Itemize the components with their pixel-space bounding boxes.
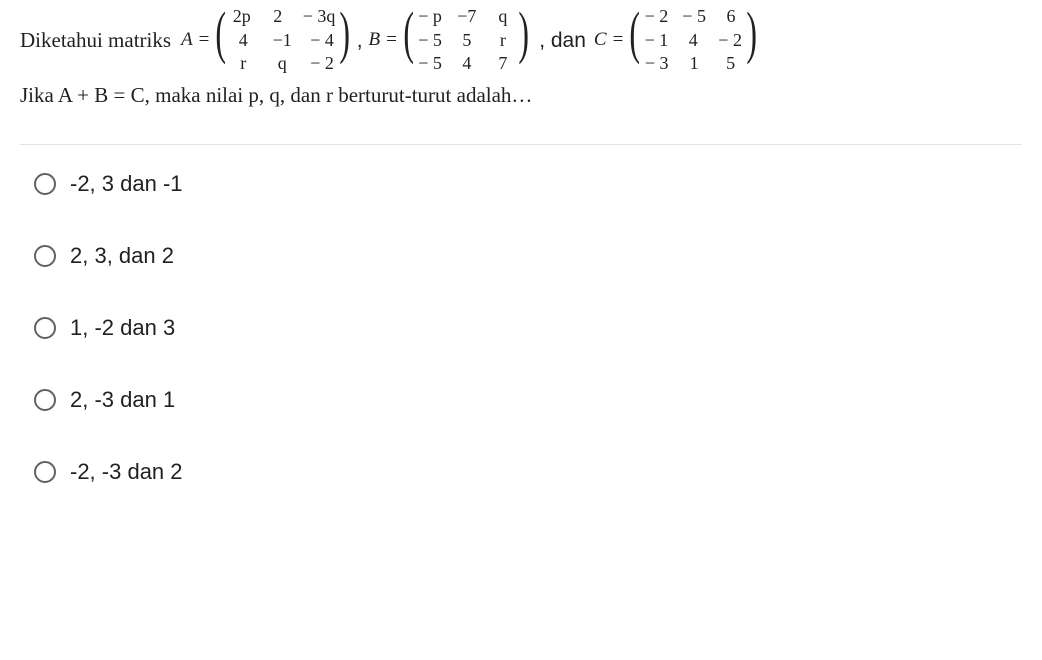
options-list: -2, 3 dan -1 2, 3, dan 2 1, -2 dan 3 2, … (0, 155, 1042, 485)
paren-left-icon: ( (403, 4, 414, 77)
question-area: Diketahui matriks A = ( 2p 2 − 3q 4 −1 −… (0, 0, 1042, 116)
matrix-c-label: C (594, 29, 607, 52)
matrix-b-body: − p −7 q − 5 5 r − 5 4 7 (418, 4, 514, 77)
matrix-a: ( 2p 2 − 3q 4 −1 − 4 r q − 2 (211, 4, 354, 77)
b-0-1: −7 (456, 6, 478, 28)
c-0-2: 6 (720, 6, 742, 28)
a-0-0: 2p (231, 6, 253, 28)
c-1-2: − 2 (718, 30, 742, 52)
b-1-2: r (492, 30, 514, 52)
matrix-b: ( − p −7 q − 5 5 r − 5 4 7 (399, 4, 533, 77)
a-1-1: −1 (270, 30, 295, 52)
option-1[interactable]: 2, 3, dan 2 (34, 243, 1022, 269)
a-2-1: q (270, 53, 295, 75)
paren-right-icon: ) (340, 4, 351, 77)
radio-icon[interactable] (34, 461, 56, 483)
matrix-a-label: A (181, 29, 193, 52)
paren-left-icon: ( (630, 4, 641, 77)
a-0-1: 2 (267, 6, 289, 28)
option-3-label: 2, -3 dan 1 (70, 387, 175, 413)
c-2-2: 5 (719, 53, 742, 75)
option-3[interactable]: 2, -3 dan 1 (34, 387, 1022, 413)
prompt-line-1: Diketahui matriks A = ( 2p 2 − 3q 4 −1 −… (20, 4, 1022, 77)
matrix-a-block: A = ( 2p 2 − 3q 4 −1 − 4 r (179, 4, 355, 77)
radio-icon[interactable] (34, 245, 56, 267)
b-1-1: 5 (456, 30, 478, 52)
equals-a: = (199, 29, 210, 52)
option-0[interactable]: -2, 3 dan -1 (34, 171, 1022, 197)
c-0-0: − 2 (645, 6, 669, 28)
matrix-b-block: B = ( − p −7 q − 5 5 r − 5 (367, 4, 534, 77)
a-1-2: − 4 (309, 30, 336, 52)
b-2-1: 4 (456, 53, 478, 75)
paren-right-icon: ) (518, 4, 529, 77)
b-0-0: − p (418, 6, 442, 28)
c-1-0: − 1 (645, 30, 669, 52)
paren-right-icon: ) (746, 4, 757, 77)
matrix-c-block: C = ( − 2 − 5 6 − 1 4 − 2 − 3 (592, 4, 761, 77)
a-2-0: r (231, 53, 256, 75)
connector-dan: , dan (539, 28, 586, 53)
matrix-b-label: B (369, 29, 381, 52)
a-1-0: 4 (231, 30, 256, 52)
comma-1: , (357, 28, 363, 53)
paren-left-icon: ( (216, 4, 227, 77)
b-1-0: − 5 (418, 30, 442, 52)
c-2-0: − 3 (645, 53, 669, 75)
matrix-c: ( − 2 − 5 6 − 1 4 − 2 − 3 1 (625, 4, 761, 77)
a-2-2: − 2 (309, 53, 336, 75)
option-0-label: -2, 3 dan -1 (70, 171, 183, 197)
b-2-2: 7 (492, 53, 514, 75)
equals-c: = (613, 29, 624, 52)
c-0-1: − 5 (682, 6, 706, 28)
divider (20, 144, 1022, 145)
option-4-label: -2, -3 dan 2 (70, 459, 183, 485)
c-2-1: 1 (683, 53, 706, 75)
option-2[interactable]: 1, -2 dan 3 (34, 315, 1022, 341)
b-2-0: − 5 (418, 53, 442, 75)
lead-text: Diketahui matriks (20, 28, 171, 53)
radio-icon[interactable] (34, 389, 56, 411)
option-2-label: 1, -2 dan 3 (70, 315, 175, 341)
matrix-c-body: − 2 − 5 6 − 1 4 − 2 − 3 1 5 (645, 4, 742, 77)
matrix-a-body: 2p 2 − 3q 4 −1 − 4 r q − 2 (231, 4, 336, 77)
option-4[interactable]: -2, -3 dan 2 (34, 459, 1022, 485)
c-1-1: 4 (682, 30, 704, 52)
a-0-2: − 3q (303, 6, 336, 28)
equals-b: = (386, 29, 397, 52)
radio-icon[interactable] (34, 317, 56, 339)
b-0-2: q (492, 6, 514, 28)
radio-icon[interactable] (34, 173, 56, 195)
option-1-label: 2, 3, dan 2 (70, 243, 174, 269)
question-line-2: Jika A + B = C, maka nilai p, q, dan r b… (20, 83, 1022, 108)
